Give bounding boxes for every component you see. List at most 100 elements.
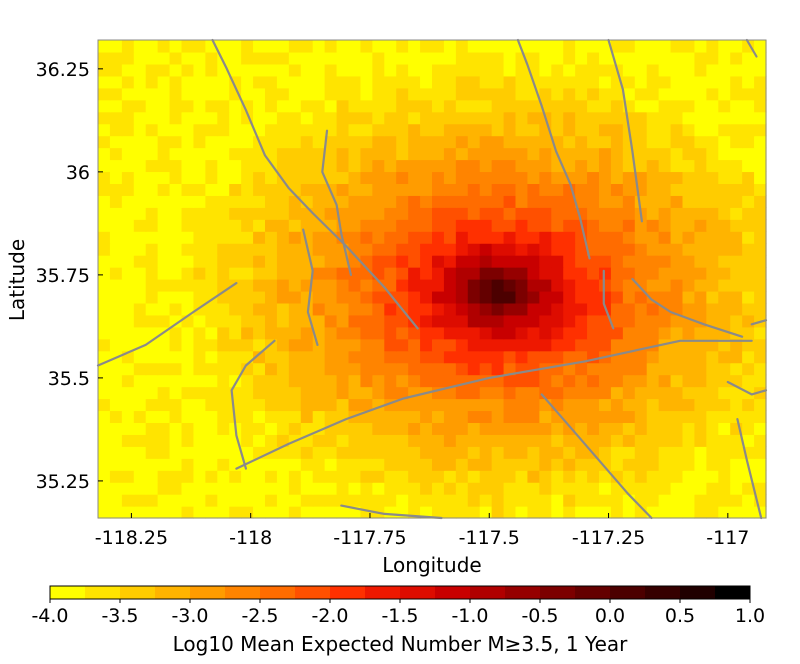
colorbar-tick-label: 0.0 <box>595 605 625 627</box>
heatmap-cell <box>241 386 254 400</box>
heatmap-cell <box>682 87 696 101</box>
heatmap-cell <box>527 446 540 459</box>
heatmap-cell <box>145 195 159 208</box>
heatmap-cell <box>300 482 314 495</box>
heatmap-cell <box>420 326 433 340</box>
heatmap-cell <box>229 314 242 328</box>
heatmap-cell <box>420 267 433 280</box>
heatmap-cell <box>527 506 540 519</box>
heatmap-cell <box>205 482 218 495</box>
heatmap-cell <box>479 231 493 244</box>
heatmap-cell <box>133 219 147 232</box>
heatmap-cell <box>98 338 111 352</box>
heatmap-cell <box>181 374 195 388</box>
heatmap-cell <box>575 135 588 149</box>
heatmap-cell <box>408 326 421 340</box>
heatmap-cell <box>360 290 373 304</box>
heatmap-cell <box>205 195 218 208</box>
heatmap-cell <box>420 446 433 459</box>
heatmap-cell <box>563 159 576 173</box>
heatmap-cell <box>384 386 397 400</box>
heatmap-cell <box>98 434 111 447</box>
heatmap-cell <box>157 40 171 53</box>
heatmap-cell <box>503 63 517 77</box>
heatmap-cell <box>754 279 767 292</box>
heatmap-cell <box>646 135 660 149</box>
heatmap-cell <box>408 374 421 388</box>
heatmap-cell <box>694 422 707 435</box>
heatmap-cell <box>408 290 421 304</box>
heatmap-cell <box>396 171 409 184</box>
heatmap-cell <box>312 302 326 316</box>
heatmap-cell <box>372 279 385 292</box>
heatmap-cell <box>420 458 433 471</box>
heatmap-cell <box>515 350 529 364</box>
heatmap-cell <box>372 147 385 161</box>
heatmap-cell <box>205 135 218 149</box>
heatmap-cell <box>265 410 278 423</box>
heatmap-cell <box>634 63 648 77</box>
heatmap-cell <box>241 87 254 101</box>
heatmap-cell <box>396 446 409 459</box>
heatmap-cell <box>515 123 529 137</box>
heatmap-cell <box>432 40 445 53</box>
heatmap-cell <box>109 410 123 423</box>
heatmap-cell <box>145 482 159 495</box>
heatmap-cell <box>265 207 278 220</box>
heatmap-cell <box>599 135 612 149</box>
heatmap-cell <box>658 243 672 256</box>
heatmap-cell <box>193 326 206 340</box>
heatmap-cell <box>646 171 660 184</box>
heatmap-cell <box>324 75 338 89</box>
heatmap-cell <box>121 482 135 495</box>
heatmap-cell <box>718 51 731 65</box>
heatmap-cell <box>181 243 195 256</box>
heatmap-cell <box>479 338 493 352</box>
heatmap-cell <box>205 302 218 316</box>
heatmap-cell <box>479 279 493 292</box>
heatmap-cell <box>193 458 206 471</box>
heatmap-cell <box>706 302 719 316</box>
heatmap-cell <box>479 470 493 483</box>
heatmap-cell <box>503 255 517 268</box>
heatmap-cell <box>491 398 505 412</box>
heatmap-cell <box>348 51 362 65</box>
heatmap-cell <box>599 410 612 423</box>
heatmap-cell <box>372 159 385 173</box>
heatmap-cell <box>372 63 385 77</box>
heatmap-cell <box>527 434 540 447</box>
heatmap-cell <box>133 398 147 412</box>
heatmap-cell <box>169 87 183 101</box>
heatmap-cell <box>324 99 338 113</box>
heatmap-cell <box>706 219 719 232</box>
heatmap-cell <box>265 195 278 208</box>
heatmap-cell <box>121 494 135 507</box>
heatmap-cell <box>718 147 731 161</box>
heatmap-cell <box>121 195 135 208</box>
heatmap-cell <box>479 87 493 101</box>
heatmap-cell <box>193 506 206 519</box>
heatmap-cell <box>670 506 684 519</box>
heatmap-cell <box>455 219 469 232</box>
heatmap-cell <box>646 123 660 137</box>
heatmap-cell <box>670 458 684 471</box>
heatmap-cell <box>360 446 373 459</box>
heatmap-cell <box>754 63 767 77</box>
heatmap-cell <box>229 267 242 280</box>
heatmap-cell <box>145 123 159 137</box>
heatmap-cell <box>610 422 624 435</box>
heatmap-cell <box>276 314 290 328</box>
heatmap-cell <box>587 75 600 89</box>
y-axis-label: Latitude <box>5 239 29 321</box>
heatmap-cell <box>634 231 648 244</box>
heatmap-cell <box>384 40 397 53</box>
heatmap-cell <box>551 386 564 400</box>
heatmap-cell <box>467 147 481 161</box>
colorbar-swatch <box>645 586 681 599</box>
heatmap-cell <box>682 267 696 280</box>
heatmap-cell <box>503 219 517 232</box>
heatmap-cell <box>491 171 505 184</box>
heatmap-cell <box>754 422 767 435</box>
heatmap-cell <box>443 135 457 149</box>
heatmap-cell <box>98 350 111 364</box>
